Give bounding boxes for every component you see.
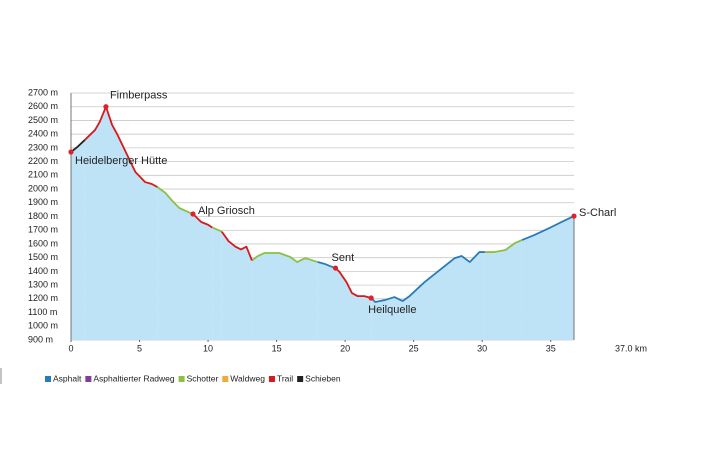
profile-line: [156, 186, 523, 263]
legend-swatch: [85, 376, 92, 382]
legend-swatch: [297, 376, 304, 382]
y-tick-label: 1900 m: [28, 197, 58, 207]
y-tick-label: 1500 m: [28, 252, 58, 262]
x-tick-label: 25: [409, 343, 419, 353]
legend-label: Trail: [277, 373, 293, 383]
y-tick-label: 2000 m: [28, 183, 58, 193]
waypoint: [190, 211, 196, 217]
waypoint-label: Heidelberger Hütte: [75, 155, 167, 167]
waypoint: [368, 295, 374, 301]
y-tick-label: 1200 m: [28, 293, 58, 303]
x-tick-label: 20: [340, 343, 350, 353]
y-tick-label: 2700 m: [28, 87, 58, 97]
legend-swatch: [45, 376, 51, 382]
waypoint-label: Alp Griosch: [198, 205, 255, 217]
legend-label: Schieben: [305, 373, 341, 383]
waypoint-label: S-Charl: [579, 207, 616, 219]
legend-label: Schotter: [187, 373, 219, 383]
x-tick-label: 0: [68, 343, 73, 353]
x-tick-label: 30: [477, 343, 487, 353]
y-tick-label: 1300 m: [28, 279, 58, 289]
y-tick-label: 1800 m: [28, 211, 58, 221]
legend-label: Asphaltierter Radweg: [93, 373, 175, 383]
profile-line: [84, 105, 372, 299]
legend-swatch: [222, 376, 229, 382]
y-tick-label: 2600 m: [28, 101, 58, 111]
x-total-label: 37.0 km: [615, 343, 647, 353]
y-tick-label: 1400 m: [28, 266, 58, 276]
waypoint-label: Heilquelle: [368, 304, 416, 316]
profile-area: [317, 216, 574, 340]
y-tick-label: 2100 m: [28, 170, 58, 180]
y-tick-label: 2400 m: [28, 129, 58, 139]
legend-swatch: [268, 376, 275, 382]
legend-label: Waldweg: [230, 373, 265, 383]
waypoint: [68, 149, 74, 155]
y-tick-label: 1600 m: [28, 238, 58, 248]
x-tick-label: 35: [546, 343, 556, 353]
x-tick-label: 15: [272, 343, 282, 353]
y-tick-label: 2500 m: [28, 115, 58, 125]
x-tick-label: 5: [137, 343, 142, 353]
profile-line: [70, 139, 86, 153]
y-tick-label: 2300 m: [28, 142, 58, 152]
y-tick-label: 1000 m: [28, 321, 58, 331]
profile-area: [84, 106, 372, 340]
x-tick-label: 10: [203, 343, 213, 353]
y-tick-label: 2200 m: [28, 156, 58, 166]
y-tick-label: 1100 m: [28, 307, 57, 317]
legend-label: Asphalt: [53, 373, 82, 383]
waypoint-label: Sent: [332, 252, 355, 264]
waypoint-label: Fimberpass: [110, 90, 168, 102]
profile-area: [71, 140, 85, 340]
y-tick-label: 900 m: [28, 334, 53, 344]
legend-swatch: [178, 376, 185, 382]
waypoint: [332, 265, 339, 271]
waypoint: [103, 104, 109, 110]
y-tick-label: 1700 m: [28, 225, 58, 235]
profile-line: [317, 215, 575, 303]
waypoint: [571, 213, 577, 219]
profile-area: [157, 186, 522, 340]
